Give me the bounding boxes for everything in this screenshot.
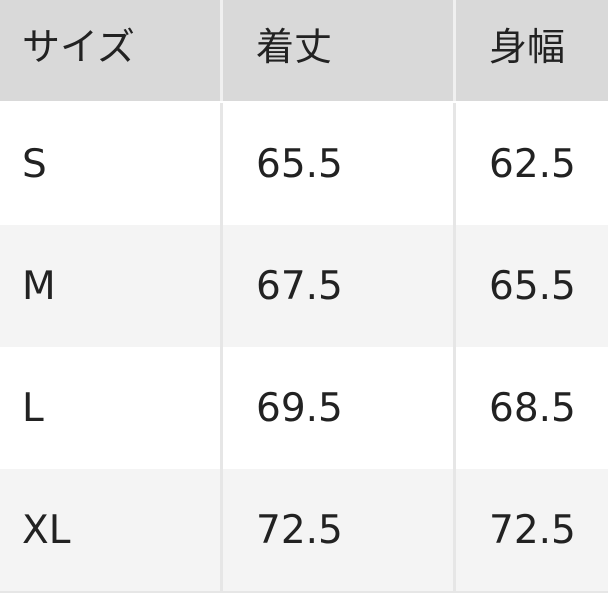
length-cell: 72.5 [220,469,453,591]
table-row: XL 72.5 72.5 [0,469,608,591]
width-cell: 62.5 [453,103,608,225]
length-cell: 67.5 [220,225,453,347]
table-row: L 69.5 68.5 [0,347,608,469]
size-table: サイズ 着丈 身幅 S 65.5 62.5 M 67.5 65.5 L 69.5… [0,0,608,591]
size-cell: XL [22,507,71,553]
width-cell: 72.5 [453,469,608,591]
width-cell: 68.5 [453,347,608,469]
table-row: M 67.5 65.5 [0,225,608,347]
size-cell: S [22,141,47,187]
size-cell: L [22,385,44,431]
header-length: 着丈 [220,0,453,101]
header-width: 身幅 [453,0,608,101]
table-header: サイズ 着丈 身幅 [0,0,608,101]
size-cell: M [22,263,56,309]
length-cell: 69.5 [220,347,453,469]
header-size: サイズ [22,25,135,69]
width-cell: 65.5 [453,225,608,347]
length-cell: 65.5 [220,103,453,225]
table-bottom-border [0,591,608,593]
table-row: S 65.5 62.5 [0,103,608,225]
